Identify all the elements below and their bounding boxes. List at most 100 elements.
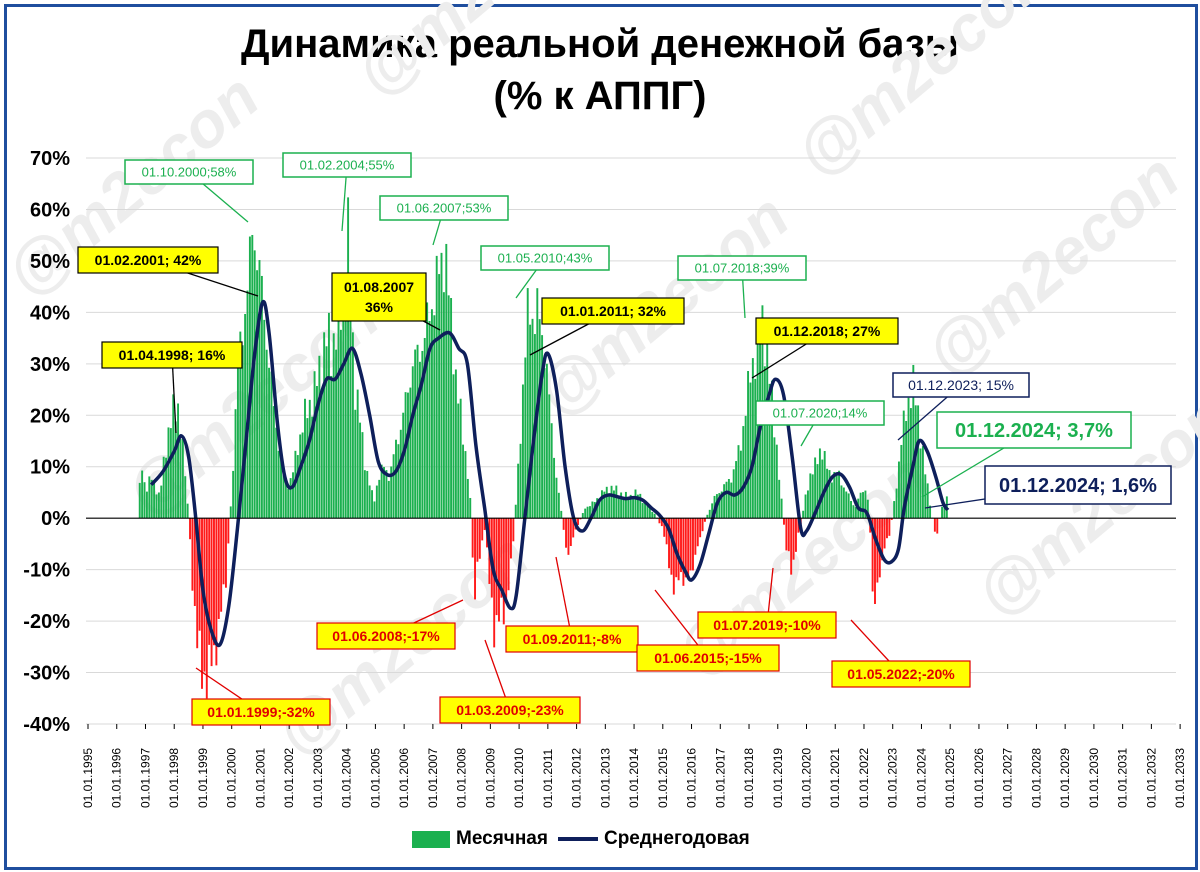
annotation-box — [831, 660, 971, 688]
monthly-bar — [660, 518, 663, 527]
monthly-bar — [711, 503, 714, 519]
monthly-bar — [387, 480, 390, 519]
x-tick-label: 01.01.2004 — [340, 748, 354, 808]
watermark-text: @m2econ — [783, 0, 1062, 191]
monthly-bar — [265, 349, 268, 519]
x-tick-label: 01.01.2010 — [512, 748, 526, 808]
monthly-bar — [160, 485, 163, 519]
monthly-bar — [481, 518, 484, 541]
monthly-bar — [445, 243, 448, 519]
y-tick-label: 70% — [30, 148, 70, 170]
monthly-bar — [644, 500, 647, 519]
annotation-box — [755, 317, 899, 345]
monthly-bar — [670, 518, 673, 575]
x-tick-label: 01.01.2022 — [857, 748, 871, 808]
monthly-bar — [363, 470, 366, 519]
monthly-bar — [601, 490, 603, 519]
monthly-bar — [517, 463, 520, 519]
monthly-bar — [529, 324, 532, 519]
monthly-bar — [612, 490, 615, 519]
monthly-bar — [222, 518, 225, 585]
monthly-bar — [634, 489, 637, 519]
monthly-bar — [941, 506, 944, 519]
monthly-bar — [907, 397, 910, 519]
monthly-bar — [902, 410, 905, 519]
monthly-bar — [246, 290, 249, 519]
x-tick-label: 01.01.1996 — [110, 748, 124, 808]
monthly-bar — [148, 476, 151, 519]
monthly-bar — [852, 505, 855, 519]
monthly-bar — [603, 491, 606, 519]
monthly-bar — [354, 409, 357, 519]
monthly-bar — [366, 470, 369, 519]
monthly-bar — [509, 518, 512, 559]
monthly-bar — [344, 310, 347, 519]
monthly-bar — [466, 478, 469, 519]
y-axis: 70% 60% 50% 40% 30% 20% 10% 0% -10% -20% -30% -40% — [23, 148, 70, 736]
annotation-box — [439, 696, 581, 724]
legend: Месячная Среднегодовая — [412, 826, 750, 852]
monthly-bar — [699, 518, 702, 538]
monthly-bar — [814, 457, 817, 519]
monthly-bar — [359, 422, 362, 519]
monthly-bar — [809, 473, 812, 519]
monthly-bar — [402, 412, 405, 519]
monthly-bar — [780, 498, 783, 519]
annotation-box — [697, 611, 837, 639]
annotation-label: 01.12.2024; 1,6% — [999, 475, 1157, 497]
monthly-bar — [864, 490, 867, 519]
annotation-label: 01.08.2007 — [344, 279, 414, 295]
monthly-bar — [610, 485, 613, 519]
monthly-bar — [459, 398, 462, 519]
annotations: 01.10.2000;58% 01.02.2004;55% 01.06.2007;5… — [77, 152, 1172, 726]
monthly-bar — [818, 448, 821, 519]
monthly-bar — [785, 518, 788, 551]
monthly-bar — [196, 518, 199, 649]
monthly-bar — [383, 467, 385, 519]
annotation-box — [124, 159, 254, 185]
y-tick-label: 30% — [30, 354, 70, 376]
annotation-label: 01.12.2023; 15% — [908, 377, 1014, 393]
monthly-bar — [189, 518, 191, 540]
monthly-bar — [320, 390, 323, 519]
monthly-bar — [749, 382, 752, 519]
annotation-label: 01.07.2019;-10% — [713, 617, 821, 633]
x-tick-label: 01.01.2029 — [1058, 748, 1072, 808]
monthly-bar — [323, 332, 326, 519]
monthly-bar — [313, 371, 316, 519]
watermark-text: @m2econ — [343, 0, 622, 111]
monthly-bar — [299, 434, 302, 519]
monthly-bar — [694, 518, 697, 555]
monthly-bar — [919, 448, 922, 519]
monthly-bar — [629, 494, 632, 519]
monthly-bar — [845, 491, 848, 519]
monthly-bar — [766, 340, 769, 519]
annotation-box — [101, 341, 243, 369]
monthly-bar — [787, 518, 790, 552]
monthly-bar — [890, 518, 893, 520]
annotation-label: 01.07.2018;39% — [695, 261, 790, 276]
y-tick-label: -40% — [23, 714, 70, 736]
monthly-bar — [744, 415, 747, 519]
monthly-bar — [229, 506, 232, 519]
legend-swatch-monthly — [412, 830, 450, 848]
monthly-bar — [433, 315, 436, 519]
annotation-box — [755, 400, 885, 426]
annual-average-line — [149, 299, 950, 648]
monthly-bar — [493, 518, 496, 648]
monthly-bar — [567, 518, 570, 555]
monthly-bar — [224, 518, 227, 588]
monthly-bar — [157, 492, 160, 519]
monthly-bar — [648, 506, 651, 519]
monthly-bar — [426, 302, 429, 519]
annotation-box — [636, 644, 780, 672]
monthly-bar — [550, 423, 553, 519]
monthly-bar — [804, 494, 807, 519]
monthly-bar — [478, 518, 481, 559]
monthly-bar — [368, 485, 371, 519]
legend-item-annual: Среднегодовая — [557, 828, 750, 850]
monthly-bar — [792, 518, 795, 560]
monthly-bar — [584, 508, 587, 519]
x-axis: 01.01.1995 01.01.1996 01.01.1997 01.01.1998… — [81, 724, 1187, 808]
